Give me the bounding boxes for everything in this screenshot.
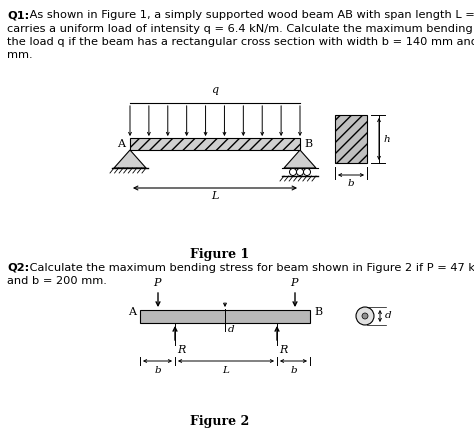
Text: the load q if the beam has a rectangular cross section with width b = 140 mm and: the load q if the beam has a rectangular…	[7, 37, 474, 47]
Bar	[140, 310, 310, 323]
Text: and b = 200 mm.: and b = 200 mm.	[7, 276, 107, 286]
Text: b: b	[154, 366, 161, 375]
Text: d: d	[228, 325, 235, 334]
Text: q: q	[211, 85, 219, 95]
Circle shape	[303, 168, 310, 175]
Polygon shape	[284, 150, 316, 168]
Text: As shown in Figure 1, a simply supported wood beam AB with span length L = 3.5 m: As shown in Figure 1, a simply supported…	[26, 10, 474, 20]
Text: b: b	[290, 366, 297, 375]
Text: L: L	[223, 366, 229, 375]
Text: mm.: mm.	[7, 51, 33, 60]
Bar	[130, 138, 300, 150]
Text: R: R	[177, 345, 185, 355]
Circle shape	[290, 168, 297, 175]
Text: R: R	[279, 345, 287, 355]
Text: A: A	[128, 307, 136, 317]
Text: P: P	[153, 278, 161, 288]
Text: Q2:: Q2:	[7, 263, 29, 273]
Circle shape	[297, 168, 303, 175]
Text: Q1:: Q1:	[7, 10, 29, 20]
Text: B: B	[304, 139, 312, 149]
Bar	[335, 115, 367, 163]
Text: Figure 1: Figure 1	[191, 248, 250, 261]
Text: b: b	[348, 179, 354, 188]
Text: Figure 2: Figure 2	[191, 415, 250, 428]
Circle shape	[356, 307, 374, 325]
Text: A: A	[117, 139, 125, 149]
Text: carries a uniform load of intensity q = 6.4 kN/m. Calculate the maximum bending : carries a uniform load of intensity q = …	[7, 23, 474, 34]
Text: Calculate the maximum bending stress for beam shown in Figure 2 if P = 47 kN, d : Calculate the maximum bending stress for…	[26, 263, 474, 273]
Text: h: h	[384, 134, 391, 143]
Text: B: B	[314, 307, 322, 317]
Polygon shape	[114, 150, 146, 168]
Text: P: P	[290, 278, 298, 288]
Text: d: d	[385, 311, 392, 321]
Text: L: L	[211, 191, 219, 201]
Circle shape	[362, 313, 368, 319]
